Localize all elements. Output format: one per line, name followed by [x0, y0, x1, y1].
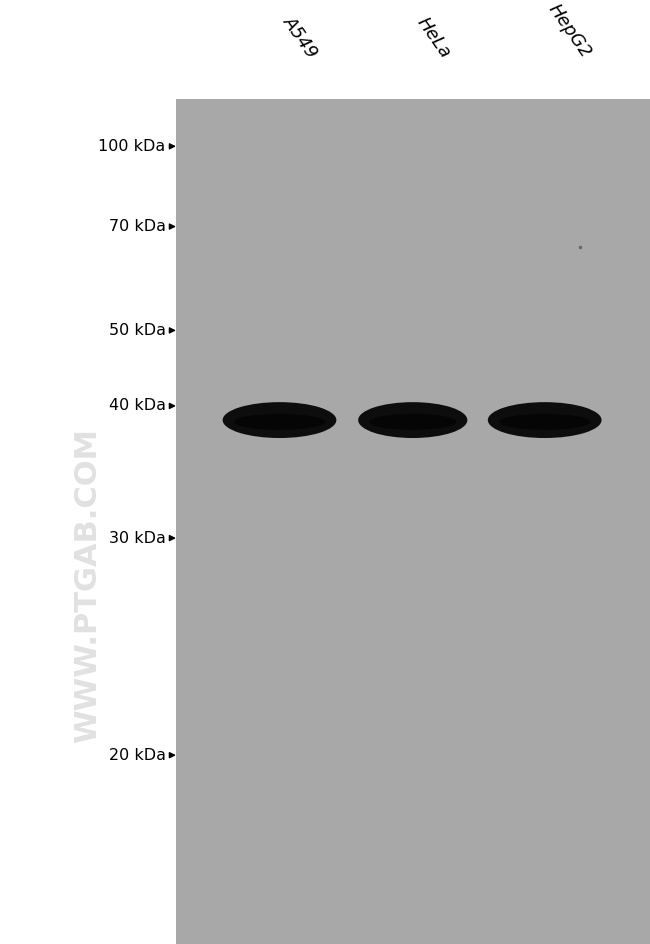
Text: 50 kDa: 50 kDa	[109, 323, 166, 338]
Text: HepG2: HepG2	[545, 1, 595, 61]
Text: HeLa: HeLa	[413, 13, 454, 61]
Text: 40 kDa: 40 kDa	[109, 398, 166, 413]
Ellipse shape	[358, 402, 467, 438]
Text: WWW.PTGAB.COM: WWW.PTGAB.COM	[73, 428, 102, 743]
Text: 70 kDa: 70 kDa	[109, 219, 166, 234]
Text: 20 kDa: 20 kDa	[109, 748, 166, 763]
Ellipse shape	[369, 413, 456, 430]
Text: 30 kDa: 30 kDa	[109, 531, 166, 546]
Text: 100 kDa: 100 kDa	[99, 139, 166, 154]
Ellipse shape	[488, 402, 601, 438]
Ellipse shape	[234, 413, 325, 430]
Text: A549: A549	[280, 12, 321, 61]
Bar	[176, 99, 650, 944]
Ellipse shape	[499, 413, 590, 430]
Ellipse shape	[222, 402, 337, 438]
